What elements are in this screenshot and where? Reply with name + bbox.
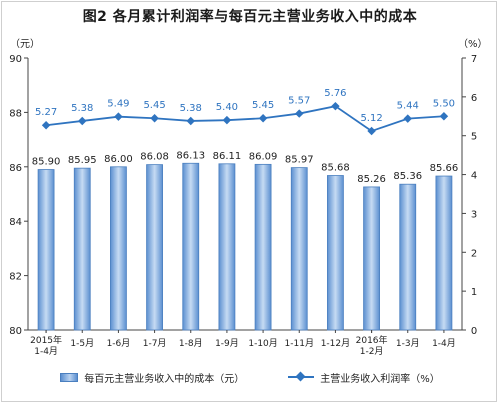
left-tick-label: 82: [9, 272, 22, 283]
bar: [146, 164, 163, 331]
line-value-label: 5.12: [360, 113, 382, 124]
bar-value-label: 86.08: [140, 152, 169, 163]
x-tick-label: 1-4月: [432, 338, 456, 349]
line-value-label: 5.38: [180, 103, 202, 114]
bar-value-label: 85.95: [68, 155, 97, 166]
line-point: [222, 115, 232, 125]
line-value-label: 5.45: [252, 100, 274, 111]
x-tick-label: 1-9月: [215, 338, 239, 349]
line-value-label: 5.44: [397, 101, 419, 112]
bar: [435, 175, 453, 331]
x-tick-label: 2015年: [30, 334, 62, 346]
bar: [399, 183, 417, 331]
right-tick-label: 0: [471, 326, 477, 337]
x-tick-label: 1-7月: [143, 338, 167, 349]
bar-value-label: 85.90: [32, 157, 61, 168]
x-tick-label: 1-5月: [70, 338, 94, 349]
line-point: [78, 116, 87, 126]
left-tick-label: 86: [9, 163, 22, 174]
left-tick-label: 80: [9, 326, 22, 337]
bar: [73, 167, 91, 331]
bar: [110, 166, 127, 331]
bar: [254, 163, 272, 331]
x-tick-label: 1-3月: [396, 338, 420, 349]
line-point: [114, 112, 123, 121]
left-tick-label: 90: [9, 54, 22, 65]
line-value-label: 5.49: [107, 99, 129, 110]
left-tick-label: 88: [9, 108, 22, 119]
line-point: [150, 113, 159, 123]
bar-value-label: 85.66: [430, 163, 459, 174]
right-tick-label: 2: [471, 248, 477, 259]
chart-title: 图2 各月累计利润率与每百元主营业务收入中的成本: [82, 9, 418, 25]
legend-label-margin: 主营业务收入利润率（%）: [320, 373, 440, 385]
line-point: [41, 120, 51, 130]
line-value-label: 5.57: [288, 96, 310, 107]
x-tick-label: 1-10月: [248, 338, 277, 349]
line-value-label: 5.76: [324, 88, 346, 99]
right-tick-label: 7: [471, 54, 477, 65]
bar: [290, 167, 308, 331]
x-tick-label: 1-6月: [107, 338, 131, 349]
x-tick-label: 1-2月: [360, 346, 384, 357]
chart-legend: 每百元主营业务收入中的成本（元） 主营业务收入利润率（%）: [0, 365, 500, 389]
line-series: [45, 105, 444, 133]
right-axis-unit: （%）: [458, 38, 488, 50]
bar: [37, 169, 55, 331]
line-value-label: 5.40: [216, 102, 238, 113]
left-axis-unit: （元）: [10, 38, 40, 50]
bar: [182, 162, 200, 331]
line-value-label: 5.27: [35, 107, 57, 118]
x-tick-label: 2016年: [356, 334, 388, 346]
bar-value-label: 86.13: [176, 150, 205, 161]
bar-value-label: 85.36: [393, 171, 422, 182]
line-point: [186, 116, 195, 126]
bar: [218, 163, 236, 331]
line-point: [295, 109, 304, 118]
legend-item-cost: 每百元主营业务收入中的成本（元）: [60, 370, 244, 385]
x-tick-label: 1-12月: [321, 338, 350, 349]
bar-value-label: 86.00: [104, 154, 133, 165]
bar: [363, 186, 380, 331]
line-point: [258, 113, 268, 123]
bar-value-label: 85.97: [285, 155, 314, 166]
right-tick-label: 3: [471, 209, 477, 220]
bar: [327, 175, 344, 331]
bar-value-label: 86.11: [213, 151, 242, 162]
line-value-label: 5.38: [71, 103, 93, 114]
bar-value-label: 85.26: [357, 174, 386, 185]
right-tick-label: 6: [471, 93, 477, 104]
line-point: [331, 101, 340, 111]
legend-item-margin: 主营业务收入利润率（%）: [288, 370, 440, 385]
x-tick-label: 1-11月: [285, 338, 314, 349]
bar-value-label: 85.68: [321, 163, 350, 174]
line-point: [403, 114, 412, 123]
x-tick-label: 1-4月: [34, 346, 58, 357]
line-value-label: 5.50: [433, 98, 455, 109]
right-tick-label: 1: [471, 287, 477, 298]
line-value-label: 5.45: [143, 100, 165, 111]
line-point: [439, 112, 449, 121]
line-point: [367, 126, 376, 136]
right-tick-label: 4: [471, 171, 477, 182]
right-tick-label: 5: [471, 132, 477, 143]
bar-value-label: 86.09: [249, 151, 278, 162]
legend-label-cost: 每百元主营业务收入中的成本（元）: [84, 373, 245, 385]
legend-line-swatch: [288, 372, 315, 382]
legend-bar-swatch: [60, 372, 79, 382]
x-tick-label: 1-8月: [179, 338, 203, 349]
left-tick-label: 84: [9, 217, 22, 228]
